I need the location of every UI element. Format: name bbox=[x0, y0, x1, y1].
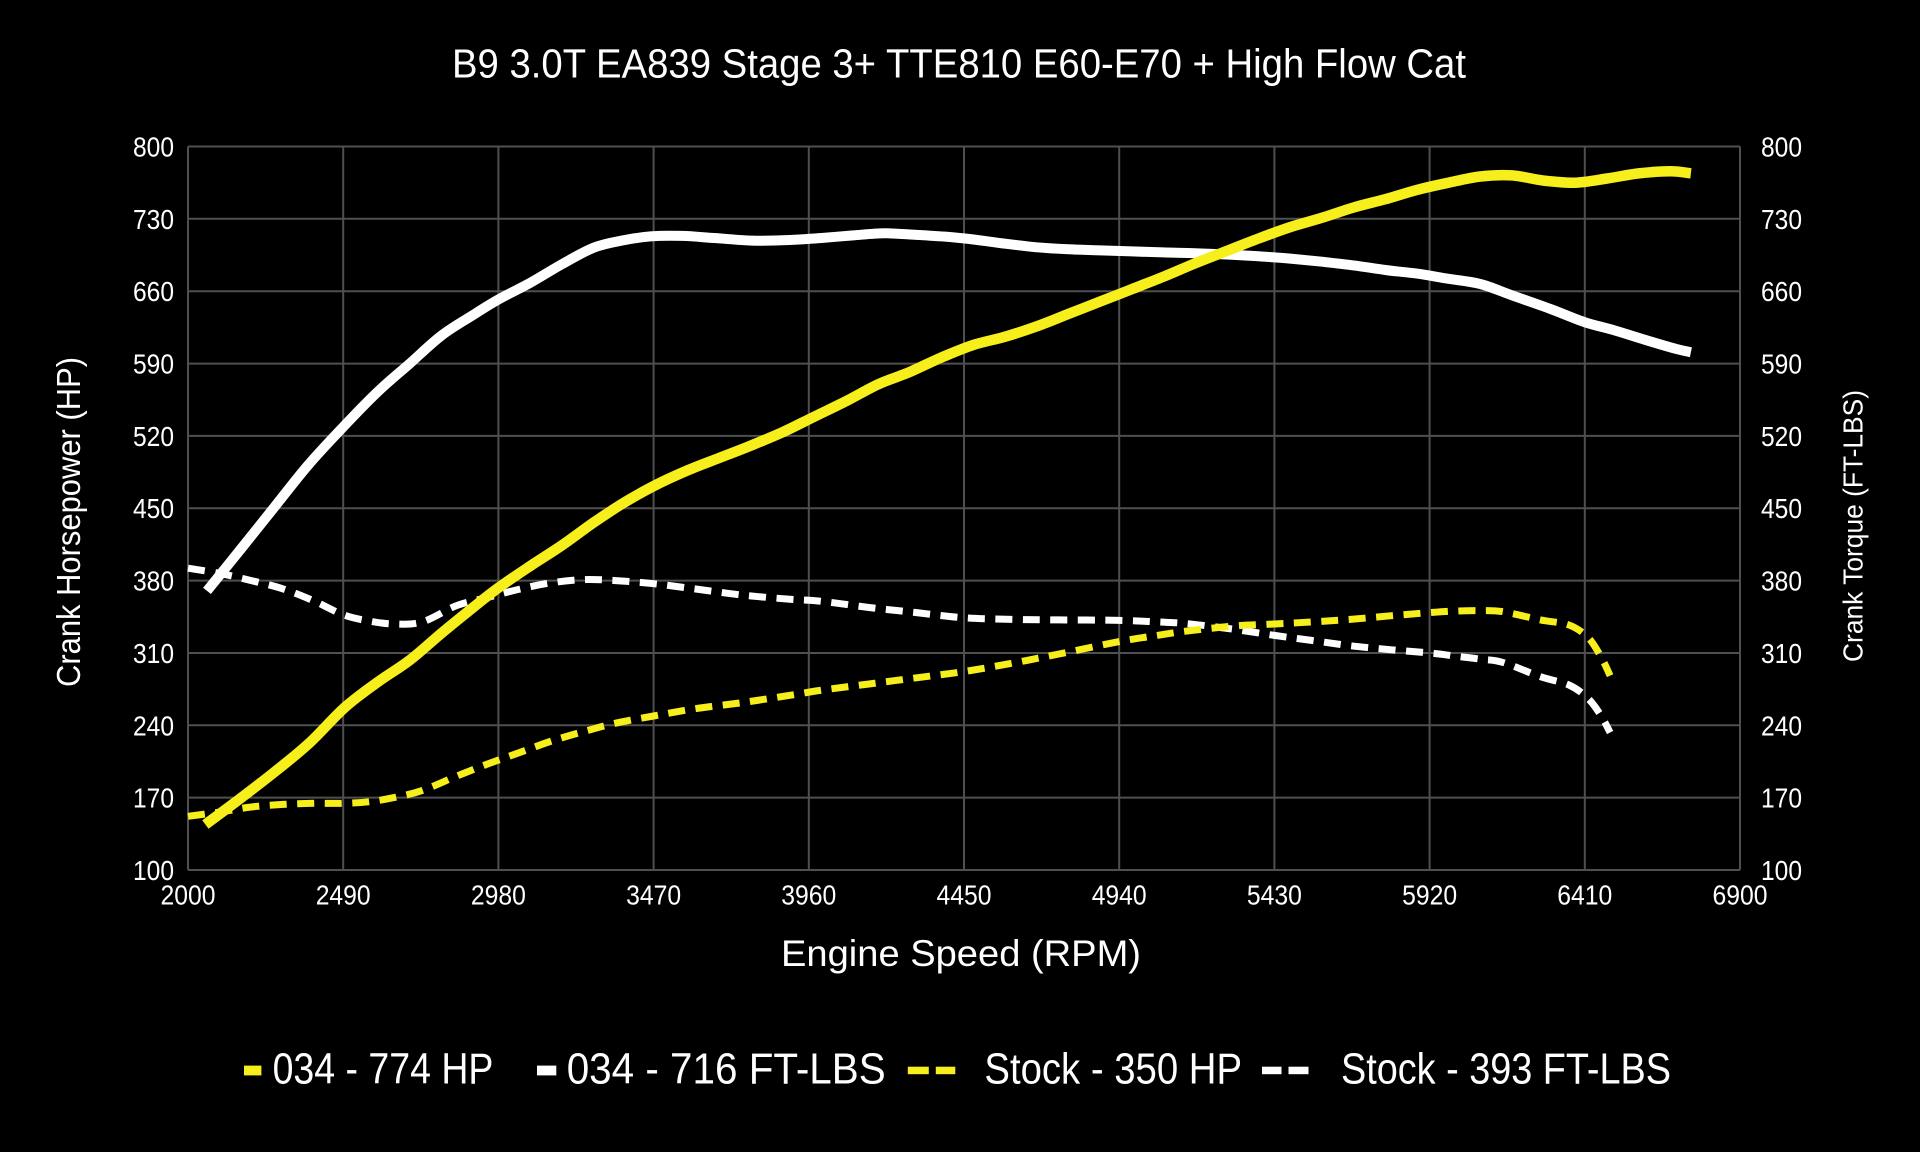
svg-text:2000: 2000 bbox=[161, 880, 216, 911]
svg-text:Engine Speed (RPM): Engine Speed (RPM) bbox=[781, 933, 1141, 974]
svg-text:590: 590 bbox=[1761, 349, 1802, 380]
svg-text:800: 800 bbox=[133, 132, 174, 163]
svg-text:Stock - 393 FT-LBS: Stock - 393 FT-LBS bbox=[1341, 1046, 1671, 1094]
svg-text:3470: 3470 bbox=[626, 880, 681, 911]
svg-text:590: 590 bbox=[133, 349, 174, 380]
svg-text:520: 520 bbox=[1761, 421, 1802, 452]
svg-text:520: 520 bbox=[133, 421, 174, 452]
svg-text:380: 380 bbox=[133, 566, 174, 597]
svg-text:034 - 774 HP: 034 - 774 HP bbox=[273, 1046, 494, 1094]
svg-text:310: 310 bbox=[133, 638, 174, 669]
svg-text:240: 240 bbox=[133, 710, 174, 741]
svg-text:5430: 5430 bbox=[1247, 880, 1302, 911]
svg-text:034 - 716 FT-LBS: 034 - 716 FT-LBS bbox=[567, 1046, 886, 1094]
svg-text:800: 800 bbox=[1761, 132, 1802, 163]
svg-text:660: 660 bbox=[133, 276, 174, 307]
svg-text:3960: 3960 bbox=[781, 880, 836, 911]
svg-text:730: 730 bbox=[133, 204, 174, 235]
svg-text:2980: 2980 bbox=[471, 880, 526, 911]
svg-text:Crank Torque (FT-LBS): Crank Torque (FT-LBS) bbox=[1838, 390, 1869, 662]
svg-text:240: 240 bbox=[1761, 710, 1802, 741]
svg-text:310: 310 bbox=[1761, 638, 1802, 669]
svg-text:660: 660 bbox=[1761, 276, 1802, 307]
svg-text:2490: 2490 bbox=[316, 880, 371, 911]
svg-text:6900: 6900 bbox=[1713, 880, 1768, 911]
svg-text:170: 170 bbox=[1761, 783, 1802, 814]
svg-text:100: 100 bbox=[1761, 855, 1802, 886]
svg-text:4940: 4940 bbox=[1092, 880, 1147, 911]
svg-text:730: 730 bbox=[1761, 204, 1802, 235]
svg-text:6410: 6410 bbox=[1557, 880, 1612, 911]
svg-text:170: 170 bbox=[133, 783, 174, 814]
svg-text:Stock - 350 HP: Stock - 350 HP bbox=[984, 1046, 1242, 1094]
svg-text:B9 3.0T EA839 Stage 3+ TTE810: B9 3.0T EA839 Stage 3+ TTE810 E60-E70 + … bbox=[452, 41, 1467, 87]
svg-text:450: 450 bbox=[1761, 493, 1802, 524]
svg-text:100: 100 bbox=[133, 855, 174, 886]
svg-text:4450: 4450 bbox=[937, 880, 992, 911]
svg-text:380: 380 bbox=[1761, 566, 1802, 597]
svg-text:Crank Horsepower (HP): Crank Horsepower (HP) bbox=[50, 357, 87, 687]
svg-text:5920: 5920 bbox=[1402, 880, 1457, 911]
svg-text:450: 450 bbox=[133, 493, 174, 524]
